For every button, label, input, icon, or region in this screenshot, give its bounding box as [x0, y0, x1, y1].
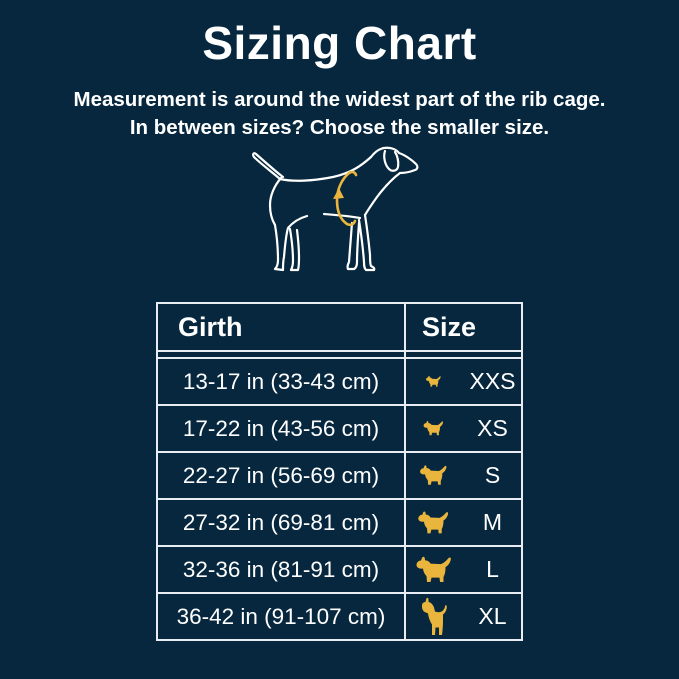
measuring-tape-top-hook	[347, 170, 357, 177]
table-body: 13-17 in (33-43 cm) XXS 17-22 in (43-56 …	[158, 357, 521, 639]
dog-ear-line	[382, 149, 399, 172]
dog-hind-leg-line	[268, 176, 308, 272]
dog-tail-line	[251, 152, 284, 181]
header-body-gap	[158, 352, 521, 357]
measuring-tape	[335, 170, 357, 227]
column-divider	[404, 304, 406, 350]
size-column-header: Size	[422, 311, 477, 342]
table-row-xl: 36-42 in (91-107 cm) XL	[158, 592, 521, 639]
size-value: XXS	[469, 368, 516, 394]
size-value: L	[486, 556, 499, 582]
table-row-l: 32-36 in (81-91 cm) L	[158, 545, 521, 592]
size-value: XS	[477, 415, 508, 441]
table-header-row: Girth Size	[158, 304, 521, 352]
dog-belly-line	[322, 212, 361, 220]
subtitle-line-2: In between sizes? Choose the smaller siz…	[129, 116, 550, 139]
dog-girth-measure-illustration	[251, 146, 418, 272]
dog-front-leg2-line	[345, 221, 360, 271]
dog-m-icon	[416, 510, 451, 536]
dog-hind-leg2-line	[288, 227, 300, 272]
table-row-m: 27-32 in (69-81 cm) M	[158, 498, 521, 545]
girth-value: 32-36 in (81-91 cm)	[182, 556, 380, 582]
table-row-xxs: 13-17 in (33-43 cm) XXS	[158, 359, 521, 404]
subtitle: Measurement is around the widest part of…	[74, 86, 606, 142]
size-value: M	[482, 509, 503, 535]
girth-value: 27-32 in (69-81 cm)	[182, 509, 380, 535]
sizing-table: Girth Size 13-17 in (33-43 cm) XXS 17-22…	[156, 302, 523, 641]
subtitle-line-1: Measurement is around the widest part of…	[73, 88, 606, 111]
table-row-xs: 17-22 in (43-56 cm) XS	[158, 404, 521, 451]
dog-xs-icon	[422, 420, 445, 437]
dog-s-icon	[418, 464, 449, 487]
girth-value: 13-17 in (33-43 cm)	[182, 368, 380, 394]
measuring-tape-arrow-icon	[332, 188, 344, 199]
dog-xl-icon	[420, 597, 448, 637]
measuring-tape-arc	[335, 171, 350, 226]
girth-column-header: Girth	[178, 311, 243, 342]
dog-body-line	[278, 146, 418, 217]
size-value: S	[484, 462, 501, 488]
girth-value: 22-27 in (56-69 cm)	[182, 462, 380, 488]
dog-xxs-icon	[425, 375, 442, 388]
dog-front-leg-line	[357, 213, 375, 272]
table-row-s: 22-27 in (56-69 cm) S	[158, 451, 521, 498]
girth-value: 36-42 in (91-107 cm)	[176, 603, 386, 629]
page-title: Sizing Chart	[202, 17, 477, 69]
measuring-tape-bottom-hook	[345, 219, 356, 227]
size-value: XL	[478, 603, 507, 629]
dog-l-icon	[414, 555, 454, 585]
girth-value: 17-22 in (43-56 cm)	[182, 415, 380, 441]
